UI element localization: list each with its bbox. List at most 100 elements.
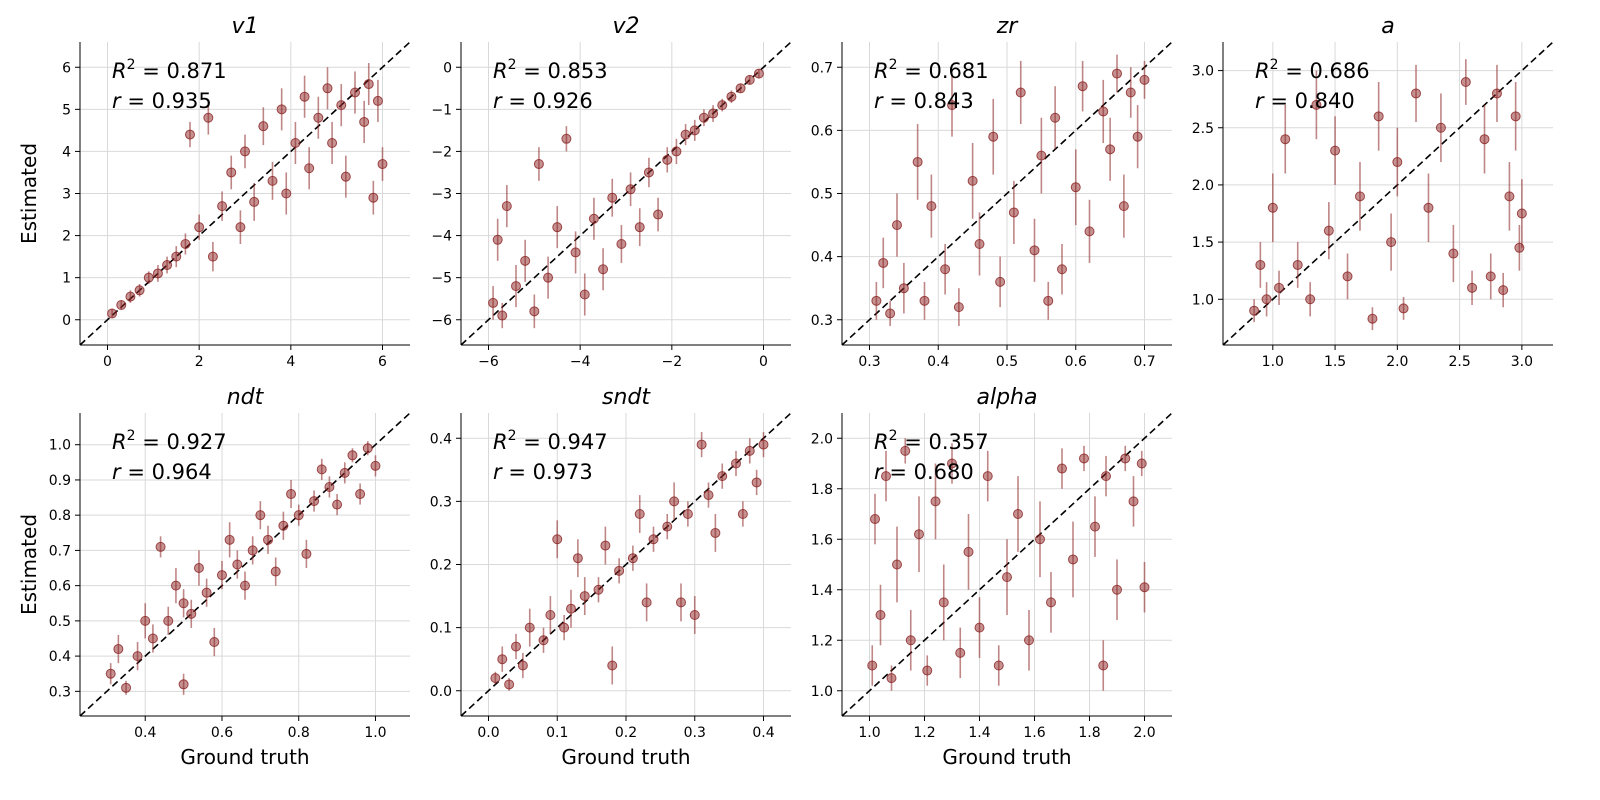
x-tick-label: 6 bbox=[378, 354, 387, 370]
r2-annotation: R2 = 0.357 bbox=[874, 428, 989, 454]
data-point bbox=[299, 91, 310, 102]
y-tick-label: 0 bbox=[443, 60, 452, 76]
data-point bbox=[543, 272, 554, 283]
data-point bbox=[1411, 88, 1422, 99]
data-point bbox=[1084, 226, 1095, 237]
data-point bbox=[1120, 453, 1131, 464]
x-tick-label: 0.2 bbox=[615, 725, 637, 741]
data-point bbox=[1267, 202, 1278, 213]
data-point bbox=[878, 257, 889, 268]
data-point bbox=[967, 175, 978, 186]
data-point bbox=[171, 251, 182, 262]
data-point bbox=[132, 651, 143, 662]
y-tick-label: 0.6 bbox=[49, 579, 71, 595]
data-ndt bbox=[80, 413, 410, 716]
data-point bbox=[1139, 582, 1150, 593]
data-point bbox=[1112, 584, 1122, 595]
data-point bbox=[1105, 144, 1116, 155]
data-point bbox=[347, 450, 358, 461]
data-point bbox=[735, 83, 746, 94]
data-point bbox=[290, 138, 301, 148]
data-point bbox=[1029, 245, 1040, 256]
data-a bbox=[1223, 42, 1553, 345]
x-axis-label: Ground truth bbox=[180, 745, 309, 769]
identity-line bbox=[1223, 42, 1553, 345]
data-point bbox=[147, 633, 158, 644]
data-point bbox=[1280, 134, 1291, 145]
data-v2 bbox=[461, 42, 791, 345]
panel-title: zr bbox=[996, 14, 1020, 39]
data-point bbox=[324, 481, 335, 492]
data-point bbox=[731, 458, 741, 469]
x-tick-label: 0.0 bbox=[477, 725, 499, 741]
data-point bbox=[152, 268, 163, 279]
data-point bbox=[689, 125, 700, 136]
data-point bbox=[625, 184, 636, 195]
data-point bbox=[1043, 295, 1054, 306]
data-point bbox=[753, 68, 764, 79]
data-point bbox=[680, 129, 691, 140]
x-tick-label: 0.1 bbox=[546, 725, 568, 741]
data-point bbox=[1070, 182, 1081, 193]
x-tick-label: 1.4 bbox=[968, 725, 990, 741]
data-point bbox=[726, 91, 737, 102]
data-point bbox=[1261, 294, 1272, 305]
y-tick-label: 1 bbox=[62, 271, 71, 287]
y-tick-label: 2.0 bbox=[811, 431, 833, 447]
data-point bbox=[1460, 77, 1471, 88]
r-annotation: r = 0.964 bbox=[112, 460, 212, 484]
data-point bbox=[217, 201, 228, 212]
data-point bbox=[1330, 145, 1341, 156]
data-point bbox=[207, 251, 218, 262]
data-point bbox=[201, 587, 212, 598]
data-point bbox=[1057, 463, 1067, 474]
data-point bbox=[377, 159, 388, 170]
x-tick-label: 1.8 bbox=[1078, 725, 1100, 741]
data-point bbox=[867, 660, 878, 671]
data-point bbox=[355, 489, 366, 500]
data-point bbox=[1516, 208, 1527, 219]
r2-annotation: R2 = 0.947 bbox=[493, 428, 608, 454]
x-tick-label: 2 bbox=[195, 354, 204, 370]
data-point bbox=[1125, 87, 1136, 98]
data-point bbox=[676, 597, 686, 608]
data-point bbox=[267, 175, 278, 186]
y-tick-label: −2 bbox=[431, 144, 452, 160]
data-point bbox=[614, 565, 625, 576]
data-point bbox=[995, 276, 1006, 287]
data-point bbox=[905, 635, 916, 646]
data-point bbox=[871, 295, 882, 306]
data-point bbox=[255, 510, 266, 521]
r-annotation: r = 0.973 bbox=[493, 460, 593, 484]
data-point bbox=[671, 146, 682, 157]
x-tick-label: 0.5 bbox=[996, 354, 1018, 370]
data-point bbox=[1035, 534, 1045, 545]
data-point bbox=[751, 477, 762, 488]
data-point bbox=[1090, 521, 1100, 532]
y-tick-label: 3 bbox=[62, 187, 71, 203]
data-point bbox=[559, 622, 570, 633]
data-point bbox=[178, 679, 189, 690]
y-tick-label: 0.1 bbox=[430, 621, 452, 637]
data-zr bbox=[842, 42, 1172, 345]
x-tick-label: 4 bbox=[286, 354, 295, 370]
data-point bbox=[1292, 259, 1303, 270]
data-point bbox=[276, 104, 287, 115]
r-annotation: r = 0.926 bbox=[493, 89, 593, 113]
data-point bbox=[301, 548, 312, 559]
data-point bbox=[717, 100, 728, 111]
data-point bbox=[912, 156, 923, 167]
data-point bbox=[1249, 305, 1260, 316]
data-point bbox=[1128, 496, 1139, 507]
y-tick-label: 0.5 bbox=[811, 187, 833, 203]
data-point bbox=[1013, 509, 1023, 519]
y-tick-label: 0.5 bbox=[49, 614, 71, 630]
data-point bbox=[710, 527, 721, 538]
y-tick-label: 0.0 bbox=[430, 684, 452, 700]
data-point bbox=[113, 644, 124, 655]
data-point bbox=[178, 598, 189, 609]
x-tick-label: 0.8 bbox=[288, 725, 310, 741]
x-tick-label: 0 bbox=[759, 354, 768, 370]
data-point bbox=[570, 247, 581, 258]
